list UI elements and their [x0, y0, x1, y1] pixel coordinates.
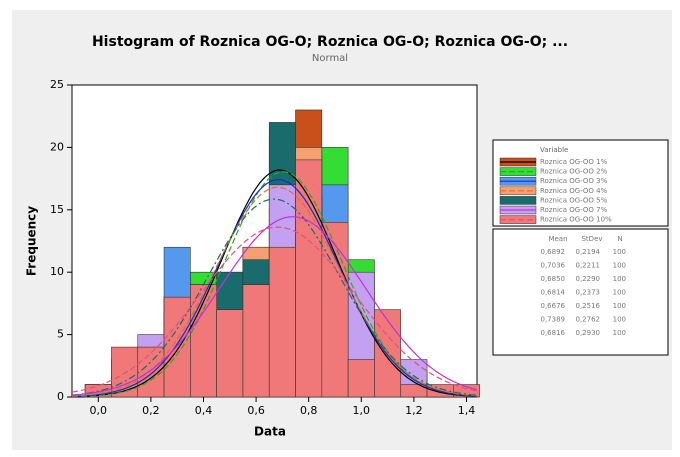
legend-title: Variable: [540, 146, 568, 154]
x-tick-label: 1,2: [405, 404, 423, 417]
stat-mean: 0,6676: [541, 302, 566, 310]
stats-header: StDev: [581, 235, 602, 243]
stat-stdev: 0,2762: [576, 316, 601, 324]
bar: [347, 359, 375, 398]
x-tick-label: 0,4: [195, 404, 213, 417]
x-tick-label: 0,6: [247, 404, 265, 417]
stat-mean: 0,6892: [541, 248, 566, 256]
bar: [216, 309, 244, 398]
stat-mean: 0,7036: [541, 262, 566, 270]
stat-mean: 0,6850: [541, 275, 566, 283]
stats-header: N: [617, 235, 622, 243]
stat-stdev: 0,2930: [576, 329, 601, 337]
legend-label: Roznica OG-OO 1%: [540, 158, 608, 166]
fit-curve: [72, 178, 477, 397]
fit-curve: [72, 198, 477, 396]
x-axis-label: Data: [254, 425, 286, 439]
bar: [111, 346, 139, 398]
stat-n: 100: [613, 275, 626, 283]
legend-label: Roznica OG-OO 2%: [540, 168, 608, 176]
bar: [321, 221, 349, 398]
stats-box: [492, 228, 669, 356]
y-tick-label: 0: [57, 390, 64, 403]
x-tick-label: 0,0: [90, 404, 108, 417]
stat-stdev: 0,2373: [576, 289, 601, 297]
y-axis-label: Frequency: [25, 206, 39, 276]
y-tick-label: 10: [50, 265, 64, 278]
x-tick-label: 1,4: [458, 404, 476, 417]
bars: [84, 109, 480, 398]
stat-mean: 0,6816: [541, 329, 566, 337]
y-tick-label: 15: [50, 203, 64, 216]
stat-n: 100: [613, 329, 626, 337]
bar: [268, 246, 296, 398]
legend-label: Roznica OG-OO 4%: [540, 187, 608, 195]
stat-stdev: 0,2194: [576, 248, 601, 256]
legend-label: Roznica OG-OO 3%: [540, 177, 608, 185]
bar: [295, 159, 323, 398]
stat-n: 100: [613, 302, 626, 310]
curves: [72, 169, 477, 397]
stats-header: Mean: [548, 235, 567, 243]
legend-label: Roznica OG-OO 10%: [540, 216, 612, 224]
fit-curve: [72, 226, 477, 393]
fit-curve: [72, 216, 477, 396]
stat-stdev: 0,2290: [576, 275, 601, 283]
bar: [242, 284, 270, 398]
x-tick-label: 0,2: [142, 404, 160, 417]
y-tick-label: 25: [50, 78, 64, 91]
legend-label: Roznica OG-OO 5%: [540, 196, 608, 204]
legend-label: Roznica OG-OO 7%: [540, 206, 608, 214]
stat-mean: 0,7389: [541, 316, 566, 324]
y-tick-label: 20: [50, 140, 64, 153]
fit-curve: [72, 171, 477, 397]
stat-stdev: 0,2516: [576, 302, 601, 310]
stat-n: 100: [613, 248, 626, 256]
stat-stdev: 0,2211: [576, 262, 601, 270]
x-tick-label: 1,0: [353, 404, 371, 417]
stat-n: 100: [613, 262, 626, 270]
bar: [137, 346, 165, 398]
stat-n: 100: [613, 289, 626, 297]
chart-title: Histogram of Roznica OG-O; Roznica OG-O;…: [92, 34, 568, 50]
stat-n: 100: [613, 316, 626, 324]
chart-subtitle: Normal: [312, 53, 348, 64]
y-tick-label: 5: [57, 328, 64, 341]
fit-curve: [72, 169, 477, 397]
fit-curve: [72, 186, 477, 397]
bar: [163, 296, 191, 398]
x-tick-label: 0,8: [300, 404, 318, 417]
stat-mean: 0,6814: [541, 289, 566, 297]
